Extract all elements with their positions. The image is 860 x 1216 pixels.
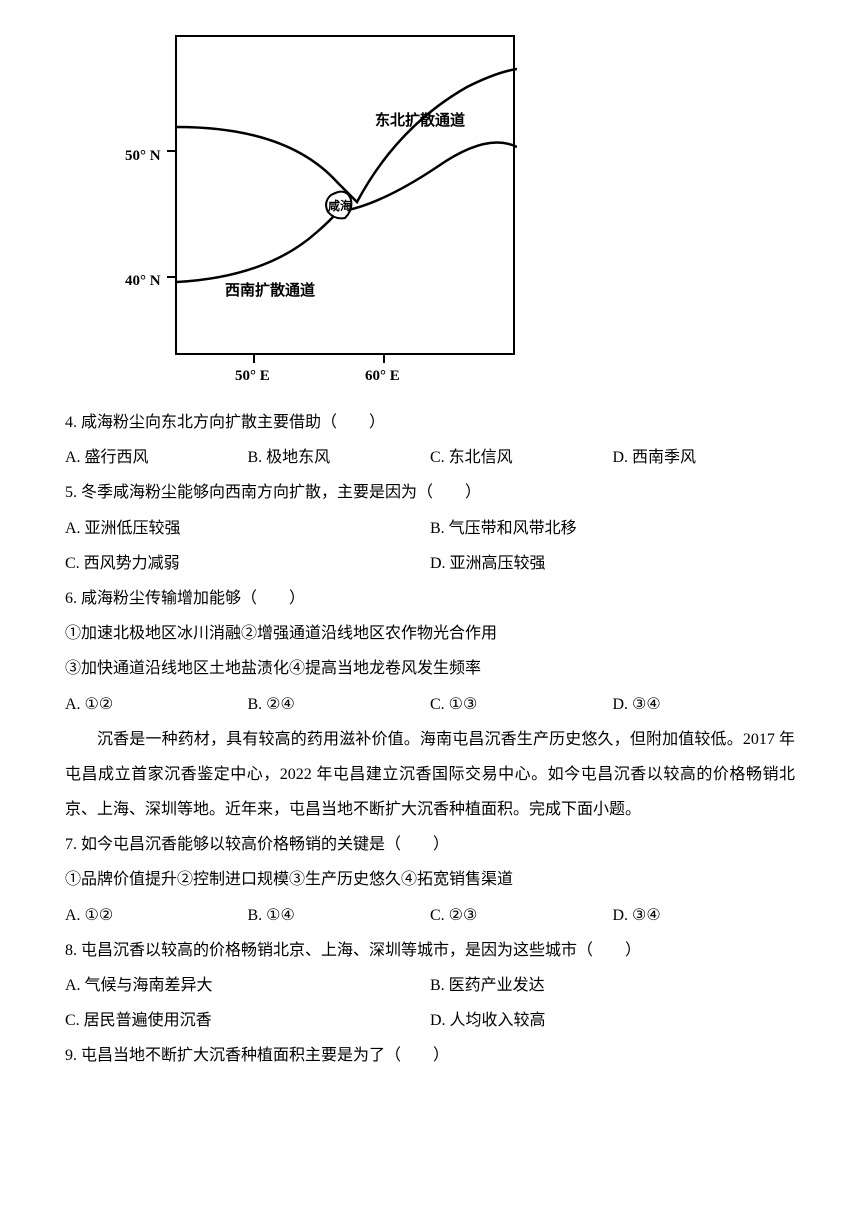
question-6-statement-1: ①加速北极地区冰川消融②增强通道沿线地区农作物光合作用 bbox=[65, 616, 795, 651]
latitude-40-label: 40° N bbox=[125, 265, 161, 298]
tick-mark bbox=[167, 150, 175, 152]
option-d: D. 人均收入较高 bbox=[430, 1003, 795, 1038]
question-9-text: 9. 屯昌当地不断扩大沉香种植面积主要是为了（ ） bbox=[65, 1038, 795, 1073]
longitude-50-label: 50° E bbox=[235, 360, 270, 393]
option-b: B. 极地东风 bbox=[248, 440, 431, 475]
question-5-options-row1: A. 亚洲低压较强 B. 气压带和风带北移 bbox=[65, 511, 795, 546]
option-d: D. ③④ bbox=[613, 898, 796, 933]
question-7-text: 7. 如今屯昌沉香能够以较高价格畅销的关键是（ ） bbox=[65, 827, 795, 862]
question-8-options-row1: A. 气候与海南差异大 B. 医药产业发达 bbox=[65, 968, 795, 1003]
option-b: B. ①④ bbox=[248, 898, 431, 933]
aral-sea-label: 咸海 bbox=[328, 193, 352, 219]
question-6-text: 6. 咸海粉尘传输增加能够（ ） bbox=[65, 581, 795, 616]
longitude-60-label: 60° E bbox=[365, 360, 400, 393]
northeast-channel-label: 东北扩散通道 bbox=[375, 105, 465, 138]
map-diagram: 50° N 40° N 50° E 60° E 东北扩散通道 西南扩散通道 咸海 bbox=[105, 20, 525, 400]
question-6-statement-2: ③加快通道沿线地区土地盐渍化④提高当地龙卷风发生频率 bbox=[65, 651, 795, 686]
option-d: D. ③④ bbox=[613, 687, 796, 722]
option-b: B. 气压带和风带北移 bbox=[430, 511, 795, 546]
option-c: C. 西风势力减弱 bbox=[65, 546, 430, 581]
upper-curve bbox=[177, 69, 517, 202]
option-d: D. 亚洲高压较强 bbox=[430, 546, 795, 581]
question-7-options: A. ①② B. ①④ C. ②③ D. ③④ bbox=[65, 898, 795, 933]
option-b: B. ②④ bbox=[248, 687, 431, 722]
option-c: C. 东北信风 bbox=[430, 440, 613, 475]
option-d: D. 西南季风 bbox=[613, 440, 796, 475]
tick-mark bbox=[253, 355, 255, 363]
option-c: C. ①③ bbox=[430, 687, 613, 722]
question-6-options: A. ①② B. ②④ C. ①③ D. ③④ bbox=[65, 687, 795, 722]
option-a: A. ①② bbox=[65, 687, 248, 722]
passage-2-text: 沉香是一种药材，具有较高的药用滋补价值。海南屯昌沉香生产历史悠久，但附加值较低。… bbox=[65, 722, 795, 828]
option-b: B. 医药产业发达 bbox=[430, 968, 795, 1003]
option-a: A. 盛行西风 bbox=[65, 440, 248, 475]
question-4-options: A. 盛行西风 B. 极地东风 C. 东北信风 D. 西南季风 bbox=[65, 440, 795, 475]
question-5-options-row2: C. 西风势力减弱 D. 亚洲高压较强 bbox=[65, 546, 795, 581]
option-a: A. 气候与海南差异大 bbox=[65, 968, 430, 1003]
question-7-statements: ①品牌价值提升②控制进口规模③生产历史悠久④拓宽销售渠道 bbox=[65, 862, 795, 897]
question-4-text: 4. 咸海粉尘向东北方向扩散主要借助（ ） bbox=[65, 405, 795, 440]
latitude-50-label: 50° N bbox=[125, 140, 161, 173]
tick-mark bbox=[167, 276, 175, 278]
option-a: A. 亚洲低压较强 bbox=[65, 511, 430, 546]
southwest-channel-label: 西南扩散通道 bbox=[225, 275, 315, 308]
option-c: C. 居民普遍使用沉香 bbox=[65, 1003, 430, 1038]
question-8-options-row2: C. 居民普遍使用沉香 D. 人均收入较高 bbox=[65, 1003, 795, 1038]
option-a: A. ①② bbox=[65, 898, 248, 933]
question-8-text: 8. 屯昌沉香以较高的价格畅销北京、上海、深圳等城市，是因为这些城市（ ） bbox=[65, 933, 795, 968]
tick-mark bbox=[383, 355, 385, 363]
option-c: C. ②③ bbox=[430, 898, 613, 933]
question-5-text: 5. 冬季咸海粉尘能够向西南方向扩散，主要是因为（ ） bbox=[65, 475, 795, 510]
